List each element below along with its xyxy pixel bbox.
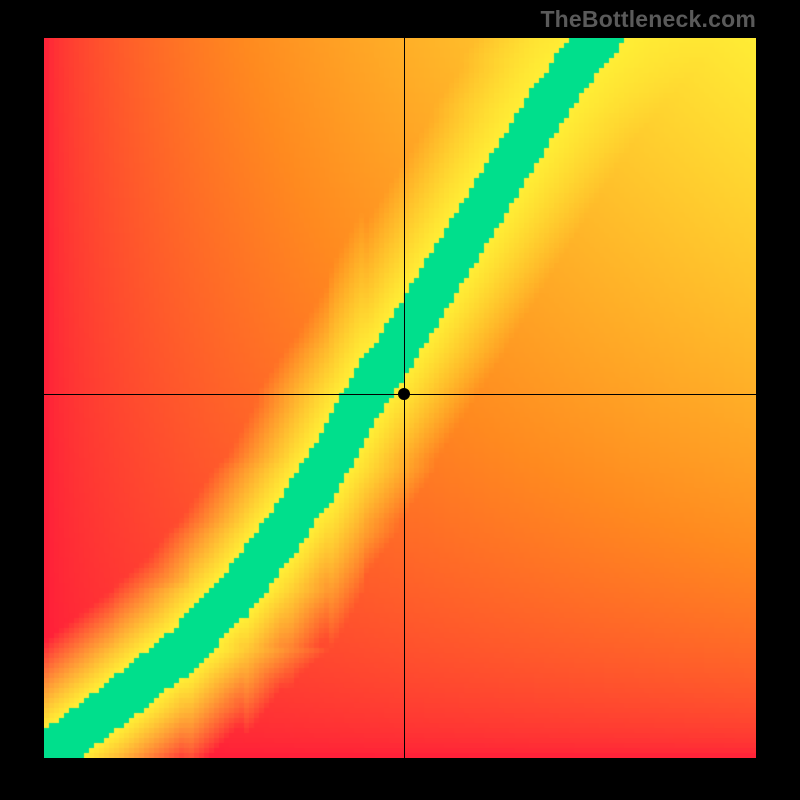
marker-dot: [398, 388, 410, 400]
chart-root: TheBottleneck.com: [0, 0, 800, 800]
watermark-text: TheBottleneck.com: [540, 6, 756, 33]
plot-area: [44, 38, 756, 758]
